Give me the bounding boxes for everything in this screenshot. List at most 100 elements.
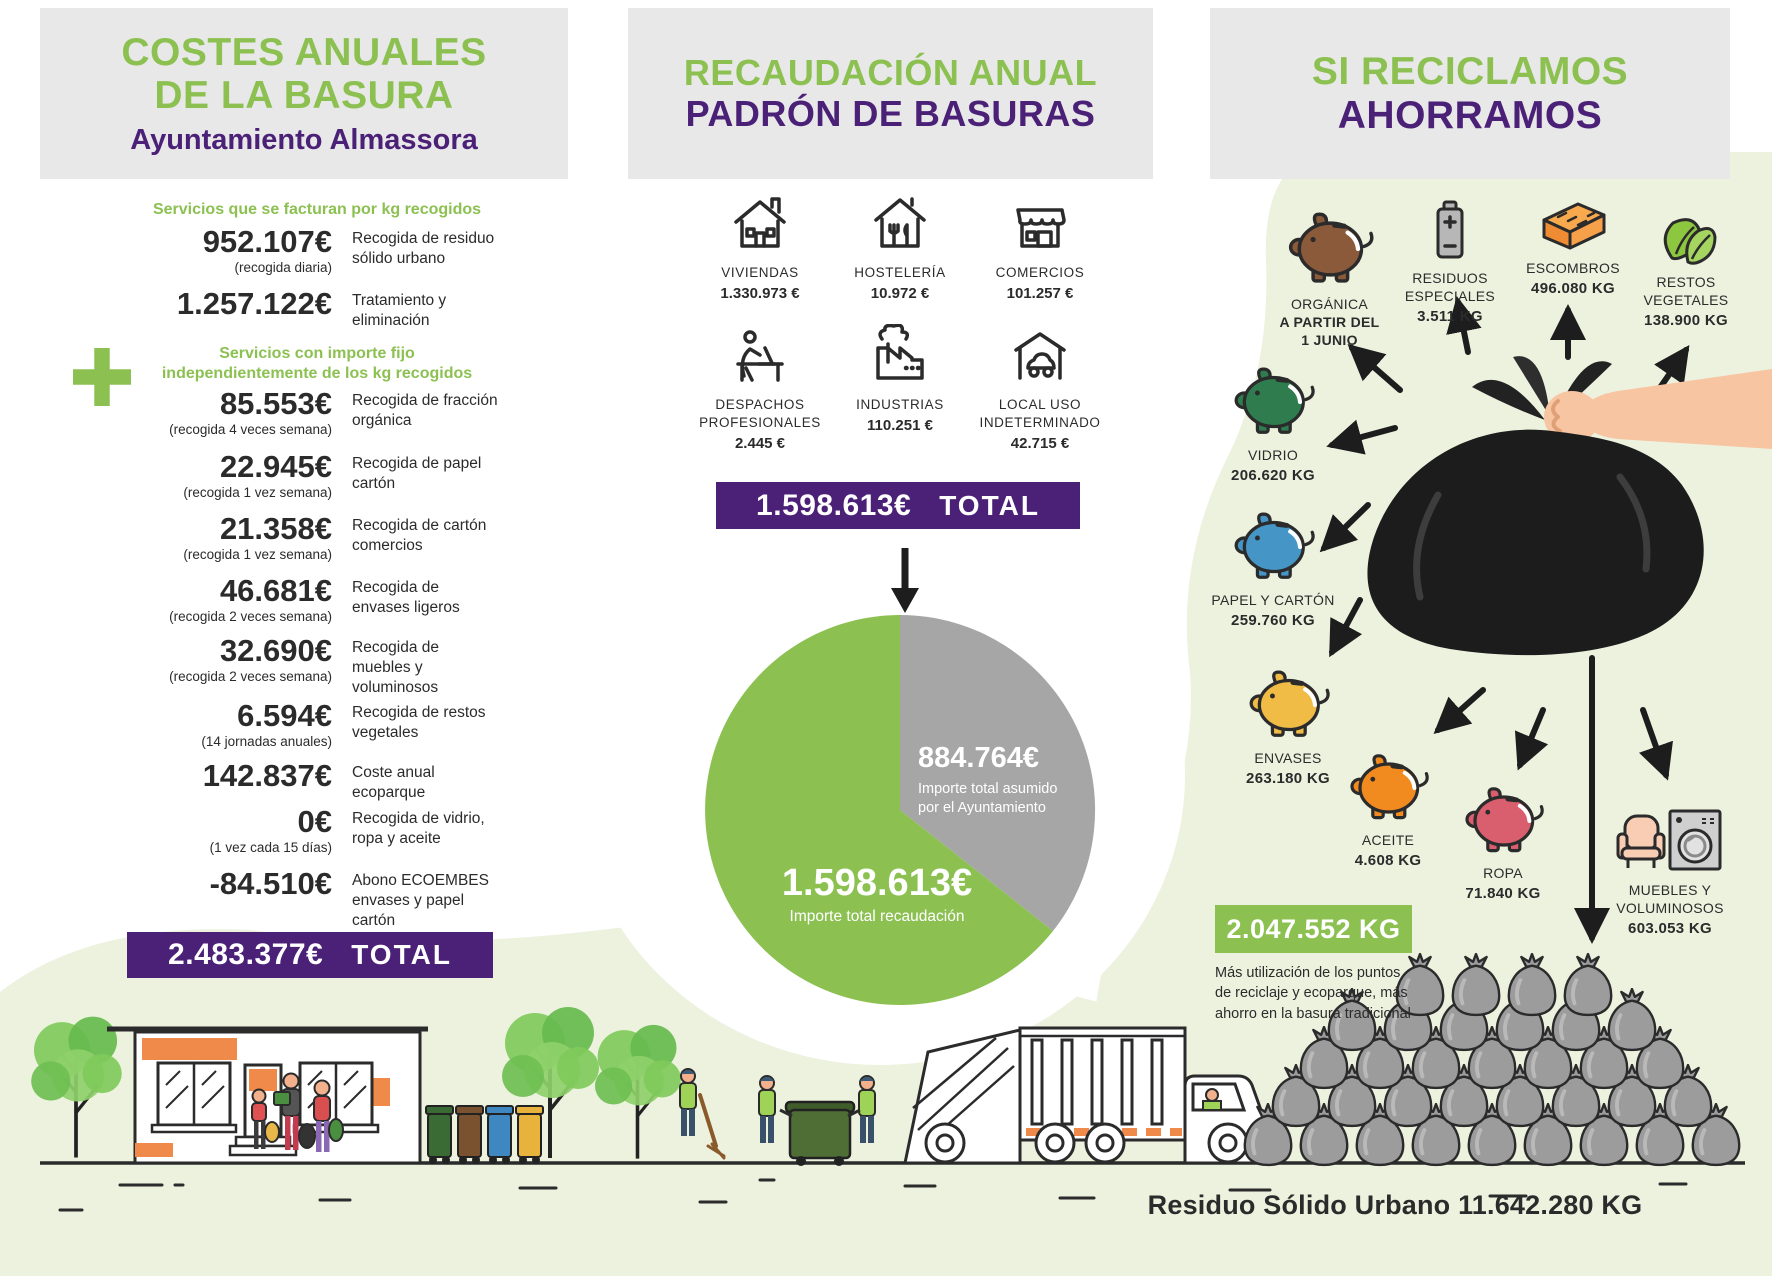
savings-box: 2.047.552 KG [1215,905,1412,953]
cost-label: Tratamiento y eliminación [352,292,447,329]
savings-description: Más utilización de los puntos de recicla… [1215,963,1470,1024]
restaurant-house-icon [874,197,926,248]
category-value: 2.445 € [734,435,786,453]
item-aceite: ACEITE 4.608 KG [1333,752,1443,871]
item-value: 603.053 KG [1628,920,1712,938]
garbage-truck [903,1026,1266,1165]
item-residuos-especiales: RESIDUOS ESPECIALES 3.511 KG [1395,200,1505,327]
item-value: 4.608 KG [1354,852,1422,870]
cost-label: Coste anual ecoparque [352,764,435,801]
middle-total-label: TOTAL [939,489,1040,521]
item-organica: ORGÁNICA A PARTIR DEL 1 JUNIO [1272,210,1387,350]
category-despachos: DESPACHOS PROFESIONALES 2.445 € [685,324,835,452]
cost-value: 85.553€ [219,386,332,421]
left-title-line1: COSTES ANUALES [121,30,487,74]
pie-green-value: 1.598.613€ [781,862,973,904]
cost-row: 952.107€ (recogida diaria) Recogida de re… [40,226,498,275]
cost-label: Recogida de cartón comercios [352,517,487,554]
cost-label: Recogida de residuo sólido urbano [352,230,495,267]
middle-title-line2: PADRÓN DE BASURAS [685,92,1096,134]
factory-icon [876,324,924,380]
category-name: DESPACHOS PROFESIONALES [699,397,821,431]
pie-gray-value: 884.764€ [918,742,1039,774]
pie-gray-label: 884.764€ Importe total asumido por el Ay… [918,742,1088,818]
street-scene-illustration [29,953,1745,1212]
cost-row: -84.510€ Abono ECOEMBES envases y papel … [40,868,498,930]
item-ropa: ROPA 71.840 KG [1448,785,1558,904]
pie-gray-label-line1: Importe total asumido [918,781,1058,797]
cost-value: 142.837€ [202,758,332,793]
item-vidrio: VIDRIO 206.620 KG [1218,365,1328,486]
cost-row: 32.690€ (recogida 2 veces semana) Recogid… [40,635,498,697]
recycling-bins [425,1105,544,1164]
cost-note: (recogida 1 vez semana) [183,547,332,562]
plus-icon [73,348,131,406]
item-name: ROPA [1483,865,1523,881]
item-value: 71.840 KG [1465,885,1541,903]
category-viviendas: VIVIENDAS 1.330.973 € [695,192,825,302]
cost-label: Recogida de envases ligeros [352,579,460,616]
category-name: HOSTELERÍA [854,265,946,280]
cost-note: (recogida 1 vez semana) [183,485,332,500]
trash-bag-hand-illustration [1367,356,1772,656]
piggy-bank-icon [1228,365,1318,439]
cost-value: 22.945€ [219,449,332,484]
house [107,1026,428,1165]
arm [1583,369,1772,449]
savings-value: 2.047.552 KG [1226,913,1401,944]
item-name-line2: VEGETALES [1643,292,1729,309]
cost-note: (14 jornadas anuales) [201,734,332,749]
truck-wheels [924,1122,1249,1164]
item-restos-vegetales: RESTOS VEGETALES 138.900 KG [1630,208,1742,331]
cost-row: 142.837€ Coste anual ecoparque [40,760,498,803]
cost-note: (recogida 2 veces semana) [169,609,332,624]
item-name: VIDRIO [1247,447,1299,463]
pie-chart [705,615,1096,1005]
left-section2-heading: Servicios con importe fijo independiente… [90,344,544,384]
cost-label: Recogida de muebles y voluminosos [352,639,440,696]
cost-label: Recogida de restos vegetales [352,704,486,741]
right-title-line1: SI RECICLAMOS [1311,49,1629,93]
cost-value: -84.510€ [209,866,332,901]
cost-row: 6.594€ (14 jornadas anuales) Recogida de … [40,700,498,749]
category-value: 110.251 € [867,417,933,435]
item-name: ENVASES [1254,750,1322,766]
category-name: INDUSTRIAS [856,397,944,412]
item-value: 259.760 KG [1231,612,1315,630]
middle-panel-header: RECAUDACIÓN ANUAL PADRÓN DE BASURAS [628,8,1153,179]
category-name: LOCAL USO INDETERMINADO [979,397,1101,431]
item-name-line1: RESTOS [1656,274,1716,290]
item-value: 206.620 KG [1231,467,1315,485]
recycling-arrows [1319,296,1690,944]
cost-note: (recogida diaria) [234,260,332,275]
middle-total-bar: 1.598.613€ TOTAL [716,482,1080,529]
left-total-label: TOTAL [351,939,452,970]
pie-green-label: 1.598.613€ Importe total recaudación [742,862,1012,926]
middle-title-line1: RECAUDACIÓN ANUAL [683,52,1098,94]
piggy-bank-icon [1243,668,1333,742]
piggy-bank-icon [1228,510,1318,584]
item-escombros: ESCOMBROS 496.080 KG [1515,196,1631,299]
right-title-line2: AHORRAMOS [1337,93,1603,137]
pie-slice-green [705,615,1053,1005]
cost-value: 46.681€ [219,573,332,608]
house-icon [734,197,786,248]
category-comercios: COMERCIOS 101.257 € [975,192,1105,302]
item-papel-carton: PAPEL Y CARTÓN 259.760 KG [1210,510,1336,631]
item-name: ACEITE [1361,832,1415,848]
residuo-solido-total: Residuo Sólido Urbano 11.642.280 KG [1147,1190,1643,1220]
category-value: 42.715 € [1010,435,1070,453]
cost-note: (recogida 2 veces semana) [169,669,332,684]
battery-icon [1436,200,1464,259]
category-value: 1.330.973 € [720,285,800,303]
piggy-bank-icon [1465,786,1545,853]
cost-value: 6.594€ [237,698,332,733]
storefront-icon [1016,208,1066,248]
item-name-line2: VOLUMINOSOS [1616,900,1724,917]
window [150,1061,238,1134]
cost-value: 1.257.122€ [176,286,332,321]
left-subtitle: Ayuntamiento Almassora [130,123,478,156]
left-panel-header: COSTES ANUALES DE LA BASURA Ayuntamiento… [40,8,568,179]
category-industrias: INDUSTRIAS 110.251 € [835,324,965,434]
garage-car-icon [1014,332,1066,380]
